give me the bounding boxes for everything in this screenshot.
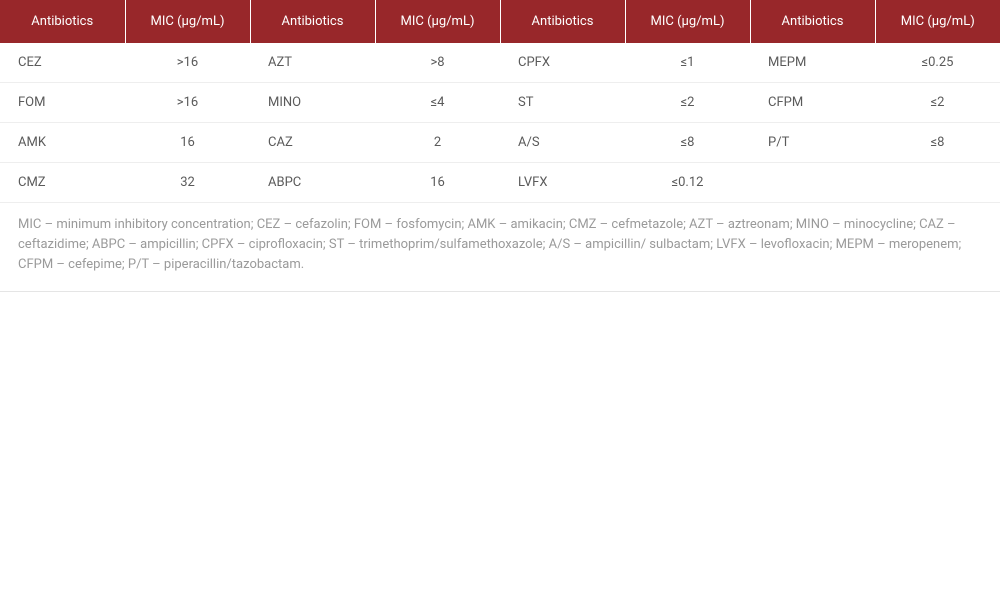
table-row: CEZ >16 AZT >8 CPFX ≤1 MEPM ≤0.25: [0, 43, 1000, 83]
col-header-antibiotics-1: Antibiotics: [0, 0, 125, 43]
cell-mic: >16: [125, 83, 250, 123]
cell-ab: MEPM: [750, 43, 875, 83]
cell-mic: 16: [125, 123, 250, 163]
col-header-antibiotics-3: Antibiotics: [500, 0, 625, 43]
cell-ab: CEZ: [0, 43, 125, 83]
cell-mic: 16: [375, 163, 500, 203]
table-row: AMK 16 CAZ 2 A/S ≤8 P/T ≤8: [0, 123, 1000, 163]
col-header-mic-1: MIC (µg/mL): [125, 0, 250, 43]
cell-mic: ≤2: [625, 83, 750, 123]
cell-mic: 32: [125, 163, 250, 203]
table-row: CMZ 32 ABPC 16 LVFX ≤0.12: [0, 163, 1000, 203]
cell-ab: [750, 163, 875, 203]
cell-mic: ≤0.25: [875, 43, 1000, 83]
cell-ab: LVFX: [500, 163, 625, 203]
cell-mic: >16: [125, 43, 250, 83]
cell-mic: ≤2: [875, 83, 1000, 123]
header-row: Antibiotics MIC (µg/mL) Antibiotics MIC …: [0, 0, 1000, 43]
cell-mic: ≤4: [375, 83, 500, 123]
cell-ab: CMZ: [0, 163, 125, 203]
footnote-text: MIC – minimum inhibitory concentration; …: [18, 215, 982, 275]
cell-ab: CAZ: [250, 123, 375, 163]
cell-mic: >8: [375, 43, 500, 83]
col-header-antibiotics-4: Antibiotics: [750, 0, 875, 43]
cell-ab: FOM: [0, 83, 125, 123]
cell-ab: A/S: [500, 123, 625, 163]
table-row: FOM >16 MINO ≤4 ST ≤2 CFPM ≤2: [0, 83, 1000, 123]
col-header-mic-3: MIC (µg/mL): [625, 0, 750, 43]
cell-ab: ABPC: [250, 163, 375, 203]
cell-mic: ≤8: [875, 123, 1000, 163]
cell-ab: CPFX: [500, 43, 625, 83]
cell-mic: [875, 163, 1000, 203]
col-header-mic-2: MIC (µg/mL): [375, 0, 500, 43]
cell-ab: MINO: [250, 83, 375, 123]
cell-ab: ST: [500, 83, 625, 123]
footnote-region: MIC – minimum inhibitory concentration; …: [0, 203, 1000, 292]
table-body: CEZ >16 AZT >8 CPFX ≤1 MEPM ≤0.25 FOM >1…: [0, 43, 1000, 203]
cell-mic: 2: [375, 123, 500, 163]
cell-ab: CFPM: [750, 83, 875, 123]
cell-mic: ≤0.12: [625, 163, 750, 203]
col-header-mic-4: MIC (µg/mL): [875, 0, 1000, 43]
cell-ab: AZT: [250, 43, 375, 83]
mic-table-container: Antibiotics MIC (µg/mL) Antibiotics MIC …: [0, 0, 1000, 292]
mic-table: Antibiotics MIC (µg/mL) Antibiotics MIC …: [0, 0, 1000, 203]
cell-ab: AMK: [0, 123, 125, 163]
cell-mic: ≤1: [625, 43, 750, 83]
cell-ab: P/T: [750, 123, 875, 163]
cell-mic: ≤8: [625, 123, 750, 163]
col-header-antibiotics-2: Antibiotics: [250, 0, 375, 43]
